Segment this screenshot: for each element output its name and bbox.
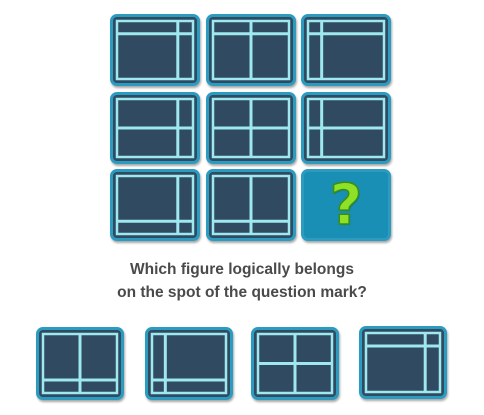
tile-pattern: [211, 19, 291, 81]
puzzle-cell-r1-c2[interactable]: [206, 14, 296, 86]
puzzle-cell-r3-c1[interactable]: [110, 169, 200, 241]
puzzle-cell-r2-c1[interactable]: [110, 92, 200, 164]
puzzle-cell-r3-c2[interactable]: [206, 169, 296, 241]
tile-pattern: [115, 97, 195, 159]
tile-pattern: [115, 174, 195, 236]
tile-inner-frame: [115, 19, 195, 81]
tile-pattern: [211, 174, 291, 236]
tile-inner-frame: [150, 332, 228, 395]
tile-pattern: [41, 332, 119, 395]
answer-option-2[interactable]: [145, 327, 233, 400]
tile-inner-frame: [306, 19, 386, 81]
tile-pattern: [150, 332, 228, 395]
tile-pattern: [306, 97, 386, 159]
question-line-1: Which figure logically belongs: [130, 261, 354, 278]
tile-pattern: [306, 19, 386, 81]
tile-inner-frame: [364, 331, 442, 394]
puzzle-cell-r2-c3[interactable]: [301, 92, 391, 164]
answer-option-4[interactable]: [359, 326, 447, 399]
question-mark-icon: ?: [329, 172, 363, 238]
puzzle-cell-r2-c2[interactable]: [206, 92, 296, 164]
puzzle-cell-r1-c3[interactable]: [301, 14, 391, 86]
question-line-2: on the spot of the question mark?: [117, 284, 367, 301]
tile-pattern: [211, 97, 291, 159]
puzzle-cell-r1-c1[interactable]: [110, 14, 200, 86]
missing-cell-question-mark[interactable]: ?: [301, 169, 391, 241]
answer-option-1[interactable]: [36, 327, 124, 400]
tile-inner-frame: [115, 174, 195, 236]
tile-pattern: [115, 19, 195, 81]
tile-pattern: [256, 332, 334, 395]
tile-pattern: [364, 331, 442, 394]
answer-option-3[interactable]: [251, 327, 339, 400]
